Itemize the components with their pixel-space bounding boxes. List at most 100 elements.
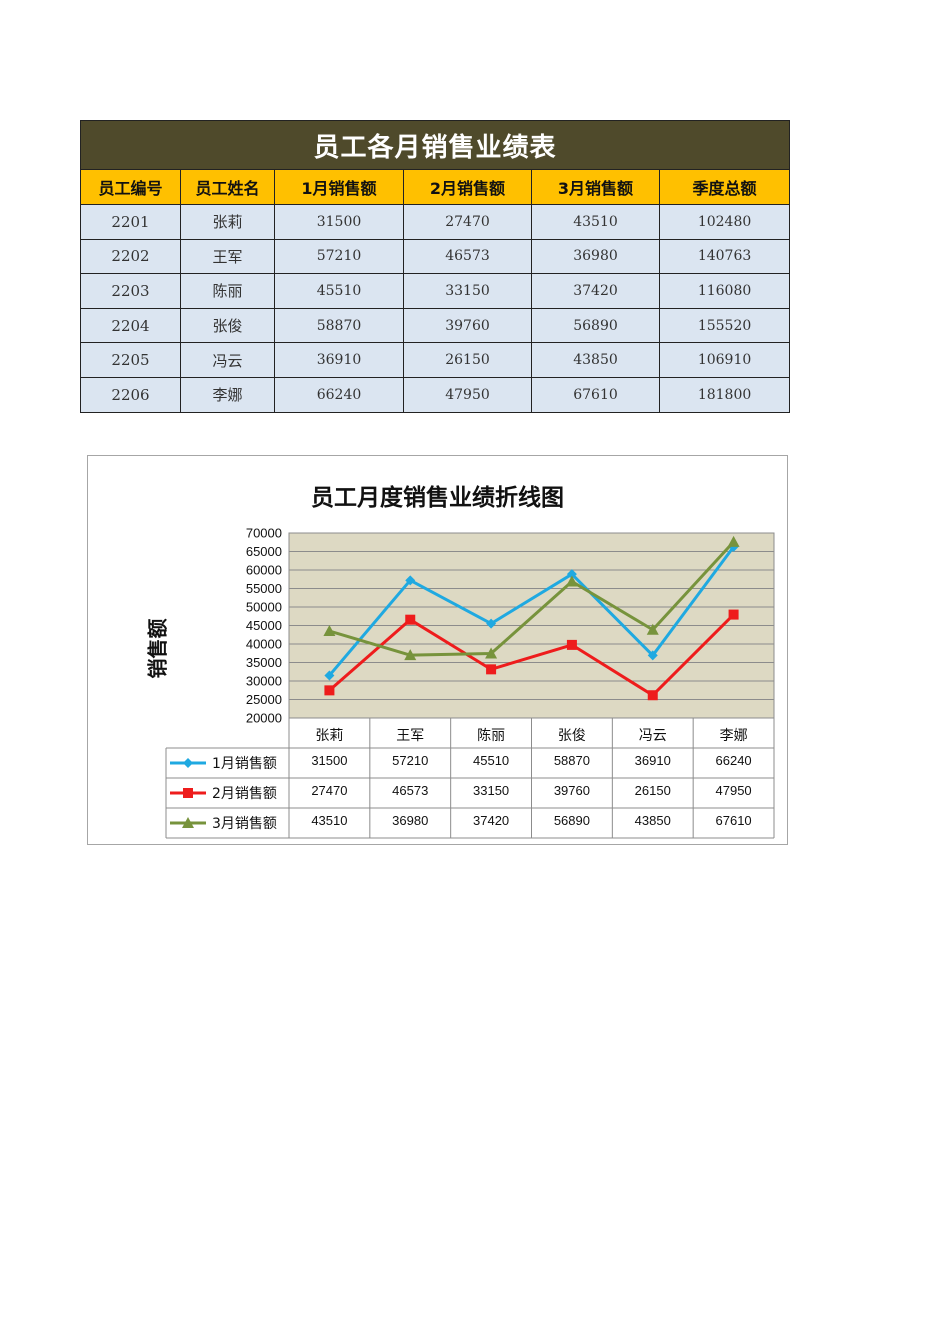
table-cell: 2202 [80, 238, 181, 275]
table-row: 2204 张俊 58870 39760 56890 155520 [80, 307, 791, 344]
y-tick-label: 60000 [246, 563, 282, 578]
x-category-label: 李娜 [720, 728, 748, 744]
y-tick-label: 25000 [246, 692, 282, 707]
data-point [486, 664, 497, 675]
y-tick-label: 35000 [246, 655, 282, 670]
table-cell: 2201 [80, 204, 181, 240]
table-cell: 王军 [180, 238, 275, 275]
y-tick-label: 45000 [246, 618, 282, 633]
data-point [728, 609, 739, 620]
table-cell: 43850 [531, 342, 660, 378]
data-point [647, 650, 658, 661]
table-cell: 2205 [80, 342, 181, 378]
table-cell: 26150 [403, 342, 532, 378]
y-tick-label: 50000 [246, 600, 282, 615]
data-point [565, 575, 578, 587]
series-line [328, 613, 735, 697]
y-tick-label: 20000 [246, 711, 282, 726]
table-header-row: 员工编号 员工姓名 1月销售额 2月销售额 3月销售额 季度总额 [80, 169, 791, 205]
data-table-value: 33150 [473, 783, 509, 798]
x-category-label: 王军 [396, 728, 424, 744]
data-table-value: 43510 [311, 813, 347, 828]
table-body: 2201 张莉 31500 27470 43510 102480 2202 王军 57210 46… [80, 204, 791, 413]
table-row: 2202 王军 57210 46573 36980 140763 [80, 238, 791, 275]
data-table-value: 36910 [635, 753, 671, 768]
data-table-value: 37420 [473, 813, 509, 828]
legend-label: 3月销售额 [212, 816, 277, 832]
table-row: 2203 陈丽 45510 33150 37420 116080 [80, 273, 791, 309]
table-cell: 31500 [274, 204, 404, 240]
data-point [183, 788, 193, 798]
table-cell: 181800 [658, 376, 791, 413]
data-point [566, 639, 577, 650]
table-cell: 43510 [531, 204, 660, 240]
table-cell: 2203 [80, 273, 181, 309]
sales-line-chart: 员工月度销售业绩折线图 销售额 20000 25000 30000 35000 4000… [87, 455, 788, 845]
data-point [728, 541, 739, 552]
table-header-cell: 1月销售额 [274, 169, 404, 205]
data-point [183, 758, 193, 768]
table-cell: 张莉 [180, 204, 275, 240]
data-table-value: 39760 [554, 783, 590, 798]
data-point [404, 649, 417, 661]
table-cell: 27470 [403, 204, 532, 240]
table-cell: 陈丽 [180, 273, 275, 309]
y-tick-label: 70000 [246, 526, 282, 541]
data-table-value: 31500 [311, 753, 347, 768]
data-table-value: 36980 [392, 813, 428, 828]
series-line [328, 540, 735, 657]
sales-table: 员工各月销售业绩表 员工编号 员工姓名 1月销售额 2月销售额 3月销售额 季度总额 22… [79, 120, 791, 413]
data-table-value: 43850 [635, 813, 671, 828]
table-row: 2206 李娜 66240 47950 67610 181800 [80, 376, 791, 413]
data-table-value: 46573 [392, 783, 428, 798]
y-tick-label: 65000 [246, 544, 282, 559]
x-category-label: 张俊 [558, 728, 586, 744]
table-cell: 2204 [80, 307, 181, 344]
data-point [324, 670, 335, 681]
y-tick-label: 30000 [246, 674, 282, 689]
data-table-value: 58870 [554, 753, 590, 768]
data-table-value: 27470 [311, 783, 347, 798]
data-table-value: 45510 [473, 753, 509, 768]
x-category-label: 张莉 [315, 728, 343, 744]
data-point [485, 647, 498, 659]
legend-label: 1月销售额 [212, 756, 277, 772]
table-header-cell: 季度总额 [658, 169, 791, 205]
table-header-cell: 2月销售额 [403, 169, 532, 205]
table-cell: 57210 [274, 238, 404, 275]
table-header-cell: 员工姓名 [180, 169, 275, 205]
x-category-label: 陈丽 [477, 727, 505, 744]
table-cell: 47950 [403, 376, 532, 413]
table-cell: 37420 [531, 273, 660, 309]
table-cell: 66240 [274, 376, 404, 413]
data-table-value: 66240 [716, 753, 752, 768]
series-line [328, 546, 735, 677]
data-point [646, 623, 659, 635]
table-cell: 2206 [80, 376, 181, 413]
x-category-label: 冯云 [639, 728, 667, 744]
table-cell: 67610 [531, 376, 660, 413]
table-cell: 36910 [274, 342, 404, 378]
table-cell: 140763 [658, 238, 791, 275]
table-cell: 冯云 [180, 342, 275, 378]
table-title: 员工各月销售业绩表 [79, 120, 791, 170]
data-point [566, 569, 577, 580]
table-cell: 46573 [403, 238, 532, 275]
y-tick-label: 55000 [246, 581, 282, 596]
table-cell: 张俊 [180, 307, 275, 344]
table-cell: 45510 [274, 273, 404, 309]
data-point [647, 690, 658, 701]
table-row: 2205 冯云 36910 26150 43850 106910 [80, 342, 791, 378]
data-table-value: 56890 [554, 813, 590, 828]
chart-title: 员工月度销售业绩折线图 [311, 485, 564, 511]
table-cell: 39760 [403, 307, 532, 344]
data-point [405, 614, 416, 625]
data-point [486, 618, 497, 629]
data-point [324, 685, 335, 696]
data-table-value: 57210 [392, 753, 428, 768]
table-cell: 106910 [658, 342, 791, 378]
data-point [727, 535, 740, 547]
table-header-cell: 3月销售额 [531, 169, 660, 205]
table-cell: 116080 [658, 273, 791, 309]
data-point [182, 817, 194, 828]
